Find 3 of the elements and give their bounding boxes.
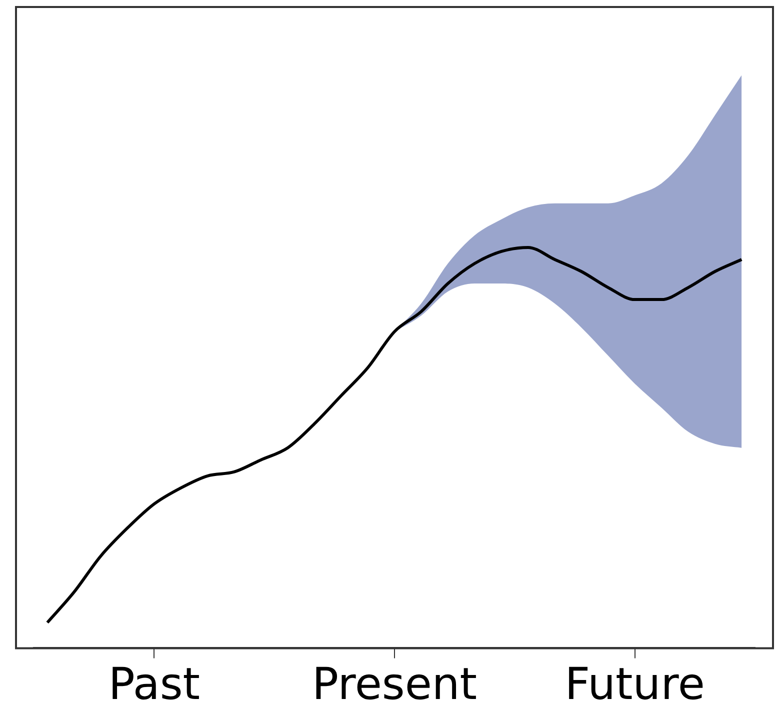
x-tick-label: Present [312,659,478,710]
x-tick-label: Future [564,659,705,710]
x-tick-label: Past [108,659,200,710]
